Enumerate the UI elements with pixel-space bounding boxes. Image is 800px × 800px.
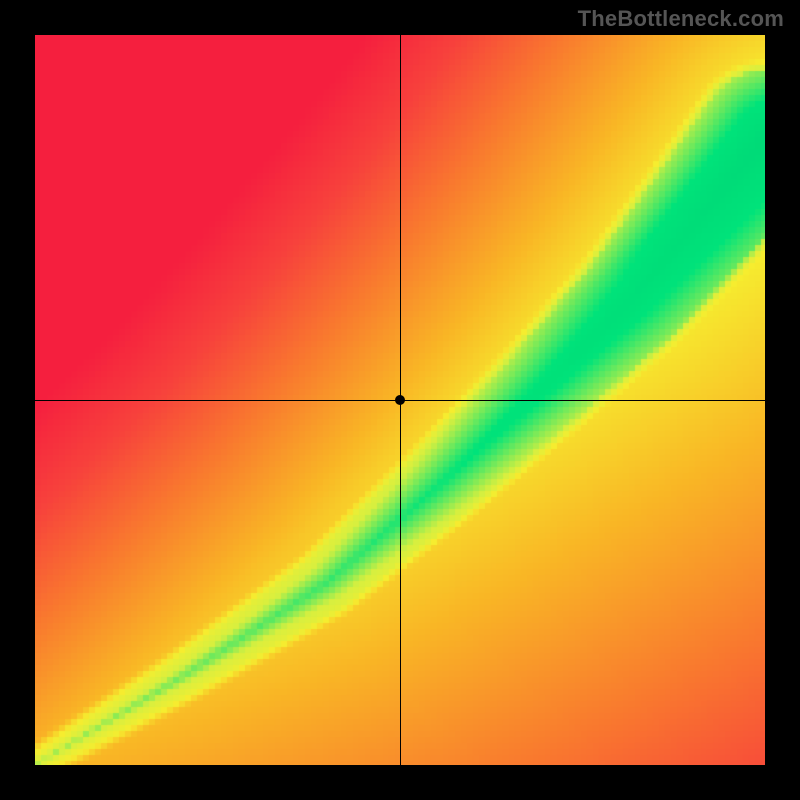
chart-container: TheBottleneck.com xyxy=(0,0,800,800)
plot-area xyxy=(35,35,765,765)
watermark-label: TheBottleneck.com xyxy=(578,6,784,32)
marker-dot xyxy=(395,395,405,405)
